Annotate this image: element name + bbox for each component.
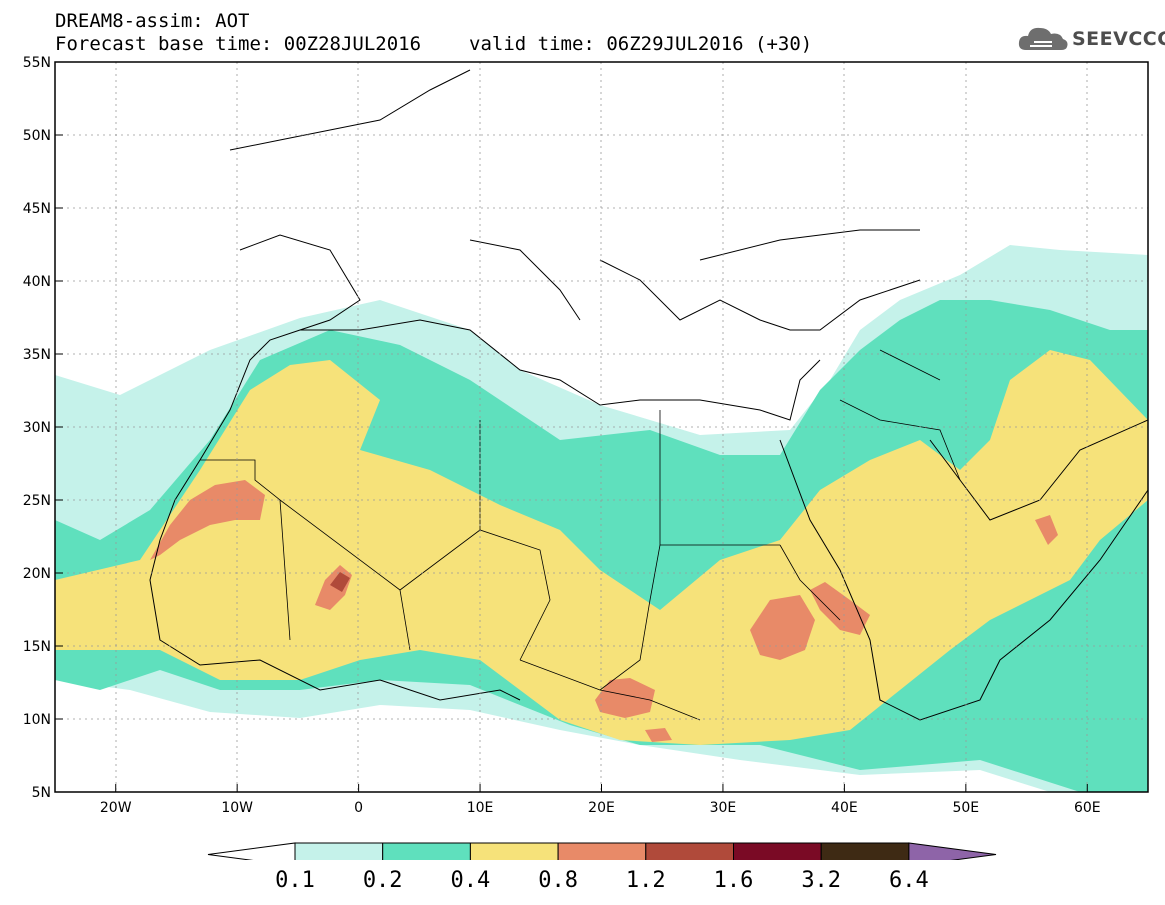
lon-tick-label: 60E [1074, 800, 1101, 816]
colorbar-box [820, 842, 910, 860]
aot-band-0.8-e [595, 678, 655, 718]
lon-tick-label: 10E [467, 800, 494, 816]
colorbar-box [733, 842, 822, 860]
lon-tick-label: 0 [354, 800, 363, 816]
aot-fields [55, 245, 1148, 792]
lat-tick-label: 25N [23, 493, 51, 509]
colorbar-box [645, 842, 734, 860]
base-time: Forecast base time: 00Z28JUL2016 [55, 33, 422, 55]
seevccc-logo: SEEVCCC [1016, 22, 1165, 58]
lat-tick-label: 5N [32, 785, 51, 801]
colorbar-box [294, 842, 384, 860]
lat-tick-label: 10N [23, 712, 51, 728]
aot-band-0.8-d [810, 582, 870, 635]
lon-tick-label: 40E [831, 800, 858, 816]
aot-band-0.8-c [750, 595, 815, 660]
colorbar-label: 0.2 [362, 868, 403, 893]
colorbar [207, 842, 997, 860]
lat-tick-label: 20N [23, 566, 51, 582]
colorbar-labels: 0.1 0.2 0.4 0.8 1.2 1.6 3.2 6.4 [0, 868, 1165, 898]
colorbar-label: 0.8 [538, 868, 578, 893]
colorbar-label: 1.2 [625, 868, 666, 893]
colorbar-label: 1.6 [713, 868, 754, 893]
graticule [55, 62, 1148, 792]
lat-tick-label: 35N [23, 347, 51, 363]
colorbar-label: 3.2 [801, 868, 842, 893]
lat-axis: 5N 10N 15N 20N 25N 30N 35N 40N 45N 50N 55N [23, 55, 63, 801]
logo-text: SEEVCCC [1072, 28, 1165, 50]
lat-tick-label: 45N [23, 201, 51, 217]
colorbar-box [557, 842, 647, 860]
aot-map: 20W 10W 0 10E 20E 30E 40E 50E 60E 5N 10N 15N 20N 25N… [23, 55, 1149, 860]
map-subtitle: Forecast base time: 00Z28JUL2016 valid ti… [55, 33, 812, 55]
lon-tick-label: 30E [710, 800, 737, 816]
aot-band-0.4 [55, 350, 1148, 745]
aot-band-1.2 [330, 572, 350, 592]
lat-tick-label: 30N [23, 420, 51, 436]
lon-tick-label: 20E [588, 800, 615, 816]
aot-band-0.8-g [645, 728, 672, 742]
lon-tick-label: 50E [952, 800, 979, 816]
map-title: DREAM8-assim: AOT [55, 10, 250, 32]
valid-time: valid time: 06Z29JUL2016 (+30) [469, 33, 813, 55]
lat-tick-label: 55N [23, 55, 51, 71]
lon-tick-label: 10W [221, 800, 253, 816]
lon-tick-label: 20W [100, 800, 132, 816]
lat-tick-label: 15N [23, 639, 51, 655]
cloud-icon [1018, 27, 1068, 50]
colorbar-label: 0.1 [275, 868, 315, 893]
colorbar-box [382, 842, 471, 860]
lat-tick-label: 50N [23, 128, 51, 144]
aot-band-0.8-f [1035, 515, 1058, 545]
colorbar-label: 6.4 [889, 868, 929, 893]
colorbar-box [469, 842, 559, 860]
colorbar-label: 0.4 [450, 868, 491, 893]
colorbar-over-arrow [908, 842, 997, 860]
colorbar-under-arrow [207, 842, 296, 860]
lat-tick-label: 40N [23, 274, 51, 290]
lon-axis: 20W 10W 0 10E 20E 30E 40E 50E 60E [100, 784, 1101, 816]
